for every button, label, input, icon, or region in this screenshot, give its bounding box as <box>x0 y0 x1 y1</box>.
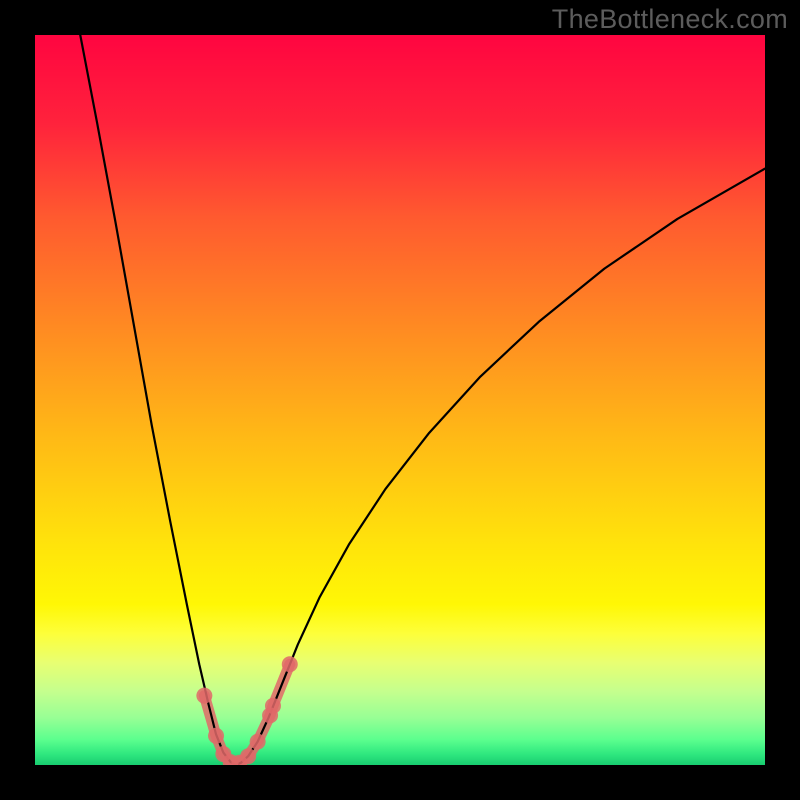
curve-marker <box>265 698 281 714</box>
curve-marker <box>240 748 256 764</box>
curve-marker <box>196 688 212 704</box>
curve-marker <box>250 734 266 750</box>
curve-layer <box>35 35 765 765</box>
plot-area <box>35 35 765 765</box>
bottleneck-curve <box>80 35 765 765</box>
curve-marker <box>282 656 298 672</box>
curve-marker <box>208 728 224 744</box>
watermark-text: TheBottleneck.com <box>552 4 788 35</box>
